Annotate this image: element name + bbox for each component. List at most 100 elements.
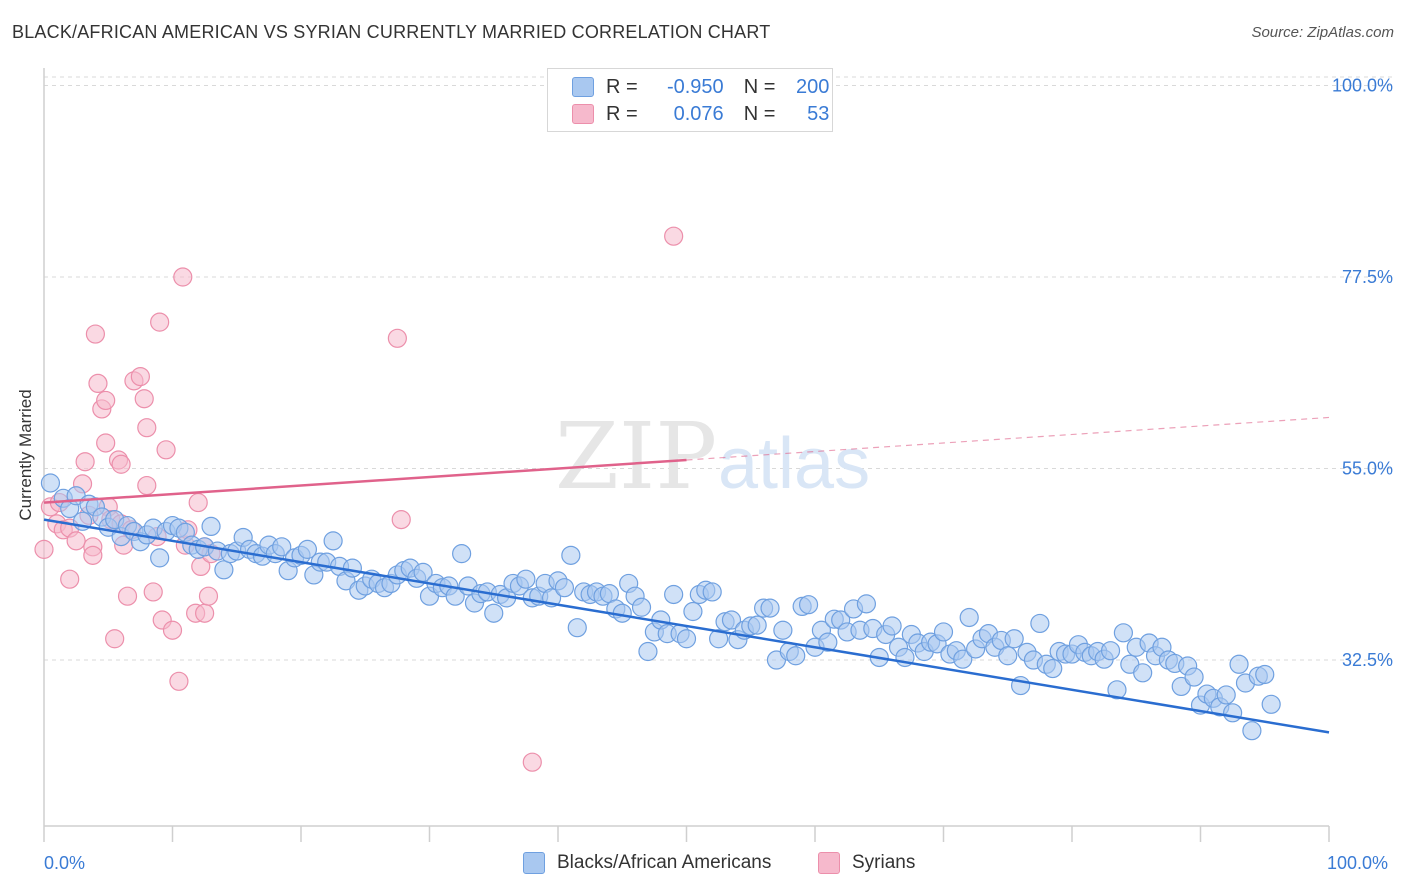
n-label: N = [743, 75, 776, 98]
syrian-point [34, 539, 54, 559]
syrian-point [66, 531, 86, 551]
black-african-american-point [786, 646, 806, 666]
black-african-american-point [554, 578, 575, 598]
syrian-point [195, 603, 215, 623]
black-african-american-point [342, 558, 362, 578]
syrian-point [85, 324, 106, 344]
black-african-american-point [1100, 641, 1121, 661]
black-african-american-point [631, 597, 652, 617]
trend-line-blacks [43, 518, 1330, 734]
black-african-american-point [773, 620, 793, 640]
black-african-american-point [1261, 694, 1281, 714]
black-african-american-point [1043, 658, 1063, 679]
black-african-american-point [1229, 654, 1249, 674]
syrian-point [522, 752, 542, 772]
black-african-american-point [1216, 685, 1236, 705]
legend-row-syrians: R = 0.076 N = 53 [572, 101, 829, 127]
source-label: Source: ZipAtlas.com [1251, 24, 1394, 41]
x-tick-label-min: 0.0% [44, 853, 86, 873]
syrian-point [391, 509, 411, 530]
black-african-american-point [953, 649, 973, 669]
correlation-legend: R = -0.950 N = 200 R = 0.076 N = 53 [547, 68, 833, 132]
black-african-american-point [676, 629, 697, 649]
black-african-american-point [1107, 680, 1127, 700]
syrian-point [88, 373, 108, 394]
legend-swatch-blacks [523, 852, 545, 874]
syrian-point [60, 569, 80, 589]
legend-label-syrians: Syrians [852, 852, 916, 873]
black-african-american-point [150, 548, 170, 568]
syrian-point [96, 390, 116, 411]
black-african-american-point [272, 537, 292, 557]
black-african-american-point [882, 616, 902, 636]
black-african-american-point [1113, 623, 1134, 643]
black-african-american-point [1223, 703, 1243, 723]
n-value: 200 [796, 75, 830, 98]
series-blacks-points [40, 473, 1281, 741]
legend-item-blacks: Blacks/African Americans [523, 852, 771, 874]
black-african-american-point [516, 569, 536, 589]
black-african-american-point [561, 545, 581, 565]
y-tick-label: 32.5% [1342, 650, 1393, 670]
axes [43, 68, 1330, 842]
black-african-american-point [1255, 664, 1275, 685]
syrian-point [130, 367, 150, 387]
n-value: 53 [807, 102, 830, 125]
syrian-point [198, 586, 219, 606]
black-african-american-point [760, 598, 780, 618]
watermark: ZIP atlas [555, 403, 870, 510]
black-african-american-point [702, 582, 722, 602]
syrian-point [111, 454, 131, 474]
black-african-american-point [1030, 613, 1050, 634]
black-african-american-point [818, 632, 838, 652]
chart-title: BLACK/AFRICAN AMERICAN VS SYRIAN CURRENT… [12, 22, 771, 42]
syrian-point [137, 475, 157, 496]
trend-lines [43, 416, 1330, 734]
syrian-point [134, 389, 154, 409]
syrian-point [169, 671, 189, 691]
syrian-point [105, 629, 125, 649]
legend-label-blacks: Blacks/African Americans [557, 852, 772, 873]
series-legend: Blacks/African Americans Syrians [0, 852, 1406, 880]
black-african-american-point [452, 544, 472, 564]
syrian-point [156, 440, 176, 460]
watermark-zip: ZIP [555, 403, 717, 510]
black-african-american-point [709, 629, 729, 649]
y-tick-labels: 32.5% 55.0% 77.5% 100.0% [1332, 76, 1393, 671]
black-african-american-point [214, 560, 234, 580]
black-african-american-point [1171, 676, 1191, 697]
syrian-point [150, 312, 170, 332]
black-african-american-point [998, 646, 1018, 666]
syrian-point [96, 433, 116, 453]
trend-line-syrians [43, 458, 687, 504]
black-african-american-point [1242, 721, 1262, 741]
trend-line-syrians-extension [686, 416, 1330, 461]
grid-lines [44, 76, 1393, 661]
black-african-american-point [297, 539, 318, 559]
r-label: R = [606, 102, 638, 125]
black-african-american-point [856, 594, 877, 614]
syrian-point [137, 418, 157, 438]
black-african-american-point [664, 584, 684, 605]
syrian-point [83, 545, 103, 565]
r-value: -0.950 [666, 75, 724, 98]
black-african-american-point [1133, 663, 1153, 683]
syrian-point [117, 586, 138, 606]
y-tick-label: 55.0% [1342, 459, 1393, 479]
syrian-point [173, 267, 193, 287]
r-label: R = [606, 75, 638, 98]
y-tick-label: 77.5% [1342, 267, 1393, 287]
black-african-american-point [567, 618, 587, 638]
black-african-american-point [1184, 667, 1204, 687]
n-label: N = [743, 102, 776, 125]
syrian-point [75, 452, 95, 472]
legend-item-syrians: Syrians [818, 852, 915, 874]
y-tick-label: 100.0% [1332, 76, 1393, 96]
black-african-american-point [959, 607, 979, 628]
black-african-american-point [1004, 629, 1024, 649]
black-african-american-point [683, 601, 703, 622]
black-african-american-point [484, 603, 504, 623]
syrian-point [387, 328, 407, 348]
syrian-point [162, 620, 183, 640]
